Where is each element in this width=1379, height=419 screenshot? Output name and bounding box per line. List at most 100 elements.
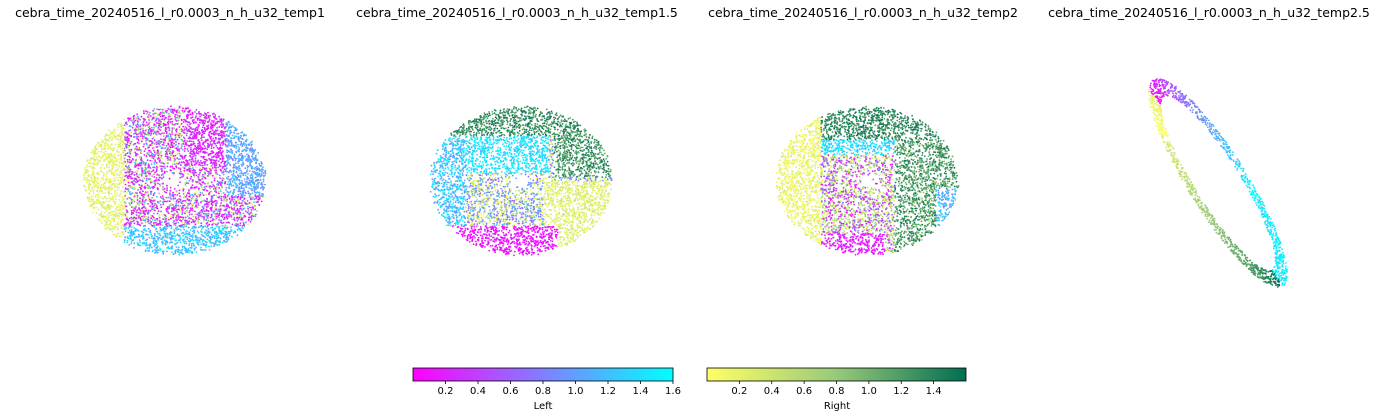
data-point xyxy=(155,152,158,155)
data-point xyxy=(200,139,203,142)
data-point xyxy=(235,199,238,201)
data-point xyxy=(163,132,165,135)
data-point xyxy=(153,163,156,166)
data-point xyxy=(199,214,201,217)
data-point xyxy=(193,128,195,131)
data-point xyxy=(126,145,128,148)
data-point xyxy=(247,156,250,158)
data-point xyxy=(228,206,231,209)
data-point xyxy=(185,225,188,228)
data-point xyxy=(175,147,178,150)
data-point xyxy=(160,126,163,129)
data-point xyxy=(209,137,212,140)
data-point xyxy=(194,145,197,148)
data-point xyxy=(200,222,203,225)
data-point xyxy=(149,175,151,177)
data-point xyxy=(240,169,242,172)
data-point xyxy=(158,120,161,122)
data-point xyxy=(97,181,100,184)
data-point xyxy=(147,137,149,140)
data-point xyxy=(121,147,124,150)
data-point xyxy=(154,221,157,224)
data-point xyxy=(232,170,235,173)
data-point xyxy=(188,145,191,148)
data-point xyxy=(111,218,114,221)
data-point xyxy=(169,121,172,124)
data-point xyxy=(182,188,185,191)
data-point xyxy=(218,147,221,150)
data-point xyxy=(235,146,238,148)
data-point xyxy=(169,186,172,189)
data-point xyxy=(209,220,212,223)
data-point xyxy=(135,206,137,208)
data-point xyxy=(192,215,195,218)
data-point xyxy=(98,191,101,194)
data-point xyxy=(144,250,147,253)
data-point xyxy=(160,157,163,160)
data-point xyxy=(140,212,143,215)
data-point xyxy=(188,179,191,182)
data-point xyxy=(100,203,102,205)
data-point xyxy=(226,226,229,229)
data-point xyxy=(123,241,126,244)
data-point xyxy=(166,148,169,151)
data-point xyxy=(225,130,228,133)
data-point xyxy=(180,216,183,219)
data-point xyxy=(160,213,163,216)
data-point xyxy=(190,217,193,220)
data-point xyxy=(210,168,213,170)
data-point xyxy=(222,173,225,176)
data-point xyxy=(140,188,142,191)
data-point xyxy=(183,157,186,159)
data-point xyxy=(136,133,138,136)
data-point xyxy=(175,165,178,168)
data-point xyxy=(220,197,223,200)
data-point xyxy=(157,201,160,204)
data-point xyxy=(100,206,103,209)
data-point xyxy=(183,221,186,224)
data-point xyxy=(140,179,142,182)
data-point xyxy=(178,110,181,112)
data-point xyxy=(204,182,206,185)
data-point xyxy=(126,141,129,144)
data-point xyxy=(186,121,189,123)
data-point xyxy=(207,170,209,173)
data-point xyxy=(118,198,121,201)
data-point xyxy=(103,173,105,175)
data-point xyxy=(253,201,255,204)
data-point xyxy=(223,182,226,185)
data-point xyxy=(196,149,198,152)
data-point xyxy=(151,202,154,205)
data-point xyxy=(137,189,140,191)
data-point xyxy=(230,229,233,232)
data-point xyxy=(126,239,129,242)
data-point xyxy=(133,136,135,139)
data-point xyxy=(95,143,98,146)
data-point xyxy=(103,148,106,151)
data-point xyxy=(161,177,163,180)
data-point xyxy=(255,213,257,216)
data-point xyxy=(237,193,240,196)
data-point xyxy=(98,159,101,162)
data-point xyxy=(213,139,216,142)
data-point xyxy=(117,138,120,141)
data-point xyxy=(174,227,177,230)
data-point xyxy=(198,241,201,244)
data-point xyxy=(95,199,98,202)
data-point xyxy=(112,180,115,183)
data-point xyxy=(83,178,86,181)
data-point xyxy=(220,147,223,150)
data-point xyxy=(127,231,130,234)
data-point xyxy=(158,108,160,111)
data-point xyxy=(219,138,222,141)
data-point xyxy=(177,214,180,216)
data-point xyxy=(129,129,132,132)
data-point xyxy=(166,232,169,235)
data-point xyxy=(235,129,238,132)
data-point xyxy=(156,117,158,120)
data-point xyxy=(229,169,232,172)
data-point xyxy=(154,252,157,254)
data-point xyxy=(191,234,194,237)
data-point xyxy=(87,178,89,181)
data-point xyxy=(172,197,175,200)
